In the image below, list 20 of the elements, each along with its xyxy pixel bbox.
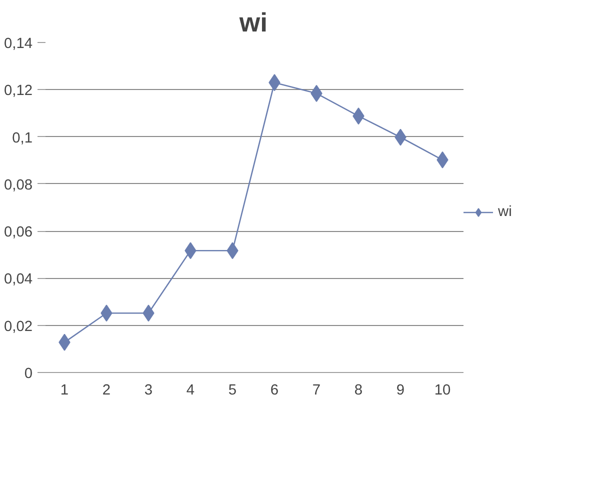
chart-title: wi — [238, 8, 268, 38]
y-tick-label: 0,08 — [4, 177, 33, 194]
y-tick-label: 0,06 — [4, 224, 33, 241]
y-tick-label: 0,02 — [4, 318, 33, 335]
x-tick-label: 6 — [270, 382, 279, 398]
y-tick-label: 0 — [24, 366, 33, 382]
x-tick-label: 2 — [102, 382, 111, 398]
x-tick-label: 10 — [434, 382, 451, 398]
x-tick-label: 1 — [60, 382, 69, 398]
x-tick-label: 7 — [312, 382, 321, 398]
x-tick-label: 5 — [228, 382, 237, 398]
x-tick-label: 8 — [354, 382, 363, 398]
x-tick-label: 9 — [396, 382, 405, 398]
x-tick-label: 4 — [186, 382, 195, 398]
legend-label: wi — [498, 204, 513, 220]
y-tick-label: 0,12 — [4, 83, 33, 100]
x-tick-label: 3 — [144, 382, 153, 398]
y-tick-label: 0,04 — [4, 272, 33, 288]
y-tick-label: 0,1 — [12, 130, 32, 146]
y-tick-label: 0,14 — [4, 36, 33, 52]
